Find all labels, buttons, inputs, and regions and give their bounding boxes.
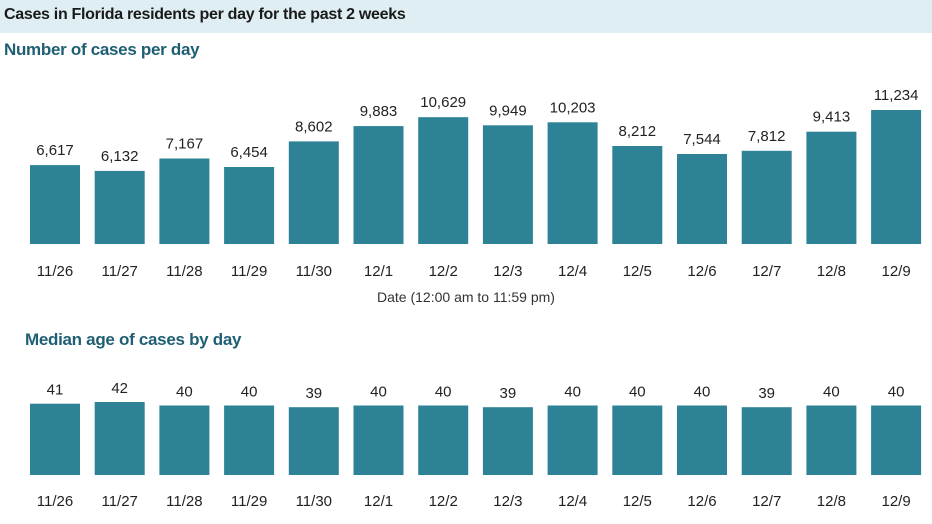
cases-bar (30, 165, 80, 244)
age-bar (677, 405, 727, 475)
cases-tick-label: 12/8 (817, 263, 846, 280)
cases-bar (806, 131, 857, 244)
header-band (0, 0, 932, 33)
age-tick-label: 12/2 (429, 493, 458, 510)
age-data-label: 40 (823, 384, 840, 401)
cases-bar (353, 126, 404, 244)
cases-tick-label: 12/6 (687, 263, 716, 280)
cases-data-label: 10,629 (420, 94, 466, 111)
cases-data-label: 9,949 (489, 102, 527, 119)
cases-tick-label: 12/9 (881, 263, 910, 280)
age-data-label: 40 (370, 384, 387, 401)
age-data-label: 40 (435, 384, 452, 401)
age-data-label: 40 (888, 384, 905, 401)
cases-bar (288, 141, 339, 244)
age-bar (30, 403, 80, 475)
cases-data-label: 6,132 (101, 148, 139, 165)
age-data-label: 39 (305, 385, 322, 402)
cases-tick-label: 12/2 (429, 263, 458, 280)
age-tick-label: 11/27 (101, 493, 137, 510)
cases-data-label: 9,883 (360, 103, 398, 120)
age-data-label: 40 (694, 384, 711, 401)
cases-bar (612, 146, 663, 244)
cases-bar (741, 150, 792, 244)
age-tick-label: 12/7 (752, 493, 781, 510)
cases-tick-label: 12/1 (364, 263, 393, 280)
cases-tick-label: 12/4 (558, 263, 587, 280)
age-bar (482, 407, 533, 475)
age-data-label: 40 (241, 384, 258, 401)
cases-tick-label: 11/30 (296, 263, 332, 280)
cases-x-axis-label: Date (12:00 am to 11:59 pm) (377, 289, 555, 305)
age-data-label: 40 (629, 384, 646, 401)
cases-data-label: 7,167 (166, 136, 204, 153)
cases-tick-label: 12/7 (752, 263, 781, 280)
age-data-label: 40 (176, 384, 193, 401)
cases-data-label: 6,617 (36, 142, 74, 159)
age-chart-title: Median age of cases by day (25, 330, 242, 349)
cases-data-label: 8,602 (295, 118, 333, 135)
cases-data-label: 7,812 (748, 128, 786, 145)
age-data-label: 42 (111, 380, 128, 397)
age-tick-label: 11/30 (296, 493, 332, 510)
cases-bar (547, 122, 598, 244)
age-tick-label: 12/1 (364, 493, 393, 510)
age-tick-label: 12/6 (687, 493, 716, 510)
age-bar (871, 405, 922, 475)
age-bar (547, 405, 598, 475)
cases-bar (482, 125, 533, 244)
cases-data-label: 10,203 (550, 99, 596, 116)
cases-bar (159, 158, 210, 244)
age-tick-label: 12/5 (623, 493, 652, 510)
cases-tick-label: 11/26 (37, 263, 73, 280)
cases-tick-label: 11/27 (101, 263, 137, 280)
cases-data-label: 7,544 (683, 131, 721, 148)
age-bar (224, 405, 275, 475)
page-title: Cases in Florida residents per day for t… (4, 6, 406, 23)
age-bar (418, 405, 469, 475)
age-bar (806, 405, 857, 475)
age-tick-label: 12/8 (817, 493, 846, 510)
age-tick-label: 11/26 (37, 493, 73, 510)
cases-tick-label: 11/29 (231, 263, 267, 280)
age-bar (159, 405, 210, 475)
cases-bar (677, 154, 727, 244)
age-tick-label: 12/9 (881, 493, 910, 510)
cases-bar (871, 110, 922, 244)
cases-data-label: 11,234 (874, 87, 919, 104)
age-bar (94, 402, 145, 475)
age-bar (612, 405, 663, 475)
cases-tick-label: 12/3 (493, 263, 522, 280)
cases-data-label: 6,454 (230, 144, 268, 161)
cases-data-label: 9,413 (813, 109, 851, 126)
age-data-label: 40 (564, 384, 581, 401)
cases-tick-label: 12/5 (623, 263, 652, 280)
cases-chart-title: Number of cases per day (4, 40, 200, 59)
age-bar (353, 405, 404, 475)
age-tick-label: 12/3 (493, 493, 522, 510)
cases-bar (418, 117, 469, 244)
age-bar (288, 407, 339, 475)
cases-bar (224, 167, 275, 244)
cases-tick-label: 11/28 (166, 263, 202, 280)
age-data-label: 39 (500, 385, 517, 402)
age-bar (741, 407, 792, 475)
age-data-label: 41 (47, 382, 64, 399)
age-tick-label: 11/28 (166, 493, 202, 510)
cases-data-label: 8,212 (619, 123, 657, 140)
age-data-label: 39 (758, 385, 775, 402)
cases-bar (94, 170, 145, 244)
age-tick-label: 11/29 (231, 493, 267, 510)
age-tick-label: 12/4 (558, 493, 587, 510)
